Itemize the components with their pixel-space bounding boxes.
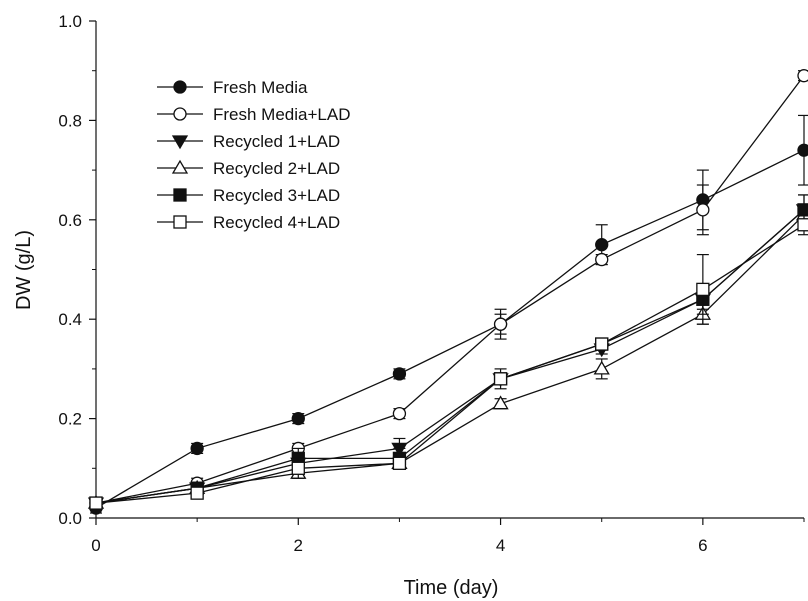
legend-entry: Fresh Media+LAD: [157, 105, 350, 124]
data-point: [696, 282, 710, 297]
legend-entry: Recycled 3+LAD: [157, 186, 340, 205]
data-point: [797, 143, 808, 157]
legend-entry: Fresh Media: [157, 78, 308, 97]
legend-label: Recycled 1+LAD: [213, 132, 340, 151]
data-point: [190, 441, 204, 456]
data-point: [797, 69, 808, 83]
data-point: [595, 252, 609, 267]
legend-entry: Recycled 2+LAD: [157, 159, 340, 178]
legend-label: Recycled 3+LAD: [213, 186, 340, 205]
y-axis-label: DW (g/L): [13, 230, 35, 310]
x-tick-label: 6: [698, 536, 707, 555]
data-point: [696, 203, 710, 217]
data-point: [595, 237, 609, 252]
series-line: [95, 224, 805, 504]
data-point: [493, 372, 508, 386]
series-recycled-2-lad: [87, 204, 808, 509]
legend-label: Recycled 4+LAD: [213, 213, 340, 232]
series-line: [95, 149, 805, 509]
data-point: [392, 367, 407, 381]
legend-label: Fresh Media: [213, 78, 308, 97]
y-tick-label: 1.0: [58, 12, 82, 31]
series-layer: [87, 69, 808, 515]
y-tick-label: 0.0: [58, 509, 82, 528]
data-point: [593, 360, 610, 375]
data-point: [392, 456, 407, 470]
x-axis-label: Time (day): [404, 577, 499, 599]
y-tick-label: 0.4: [58, 310, 82, 329]
data-point: [173, 215, 187, 229]
data-point: [89, 496, 103, 510]
series-line: [95, 209, 805, 504]
y-tick-label: 0.8: [58, 111, 82, 130]
data-point: [492, 395, 509, 410]
x-tick-label: 4: [496, 536, 505, 555]
series-recycled-4-lad: [89, 214, 808, 510]
data-point: [797, 218, 808, 232]
data-point: [190, 486, 204, 500]
legend-label: Fresh Media+LAD: [213, 105, 350, 124]
series-line: [95, 214, 805, 504]
legend: Fresh Media Fresh Media+LAD Recycled 1+LAD…: [157, 78, 350, 232]
series-recycled-3-lad: [89, 194, 808, 510]
x-tick-label: 0: [91, 536, 100, 555]
x-axis: 0 2 4 6: [91, 517, 805, 555]
data-point: [392, 406, 407, 421]
data-point: [291, 461, 305, 475]
data-point: [173, 80, 187, 94]
y-tick-label: 0.6: [58, 211, 82, 230]
data-point: [173, 107, 187, 121]
series-recycled-1-lad: [87, 194, 808, 512]
data-point: [291, 411, 305, 426]
legend-entry: Recycled 1+LAD: [157, 132, 340, 151]
x-tick-label: 2: [294, 536, 303, 555]
legend-label: Recycled 2+LAD: [213, 159, 340, 178]
data-point: [171, 159, 189, 174]
data-point: [171, 135, 189, 150]
legend-entry: Recycled 4+LAD: [157, 213, 340, 232]
series-line: [95, 75, 805, 504]
y-tick-label: 0.2: [58, 410, 82, 429]
data-point: [595, 337, 609, 351]
data-point: [173, 188, 187, 202]
data-point: [493, 317, 508, 331]
y-axis: 0.0 0.2 0.4 0.6 0.8 1.0: [58, 12, 97, 528]
data-point: [797, 203, 808, 217]
series-line: [95, 209, 805, 504]
